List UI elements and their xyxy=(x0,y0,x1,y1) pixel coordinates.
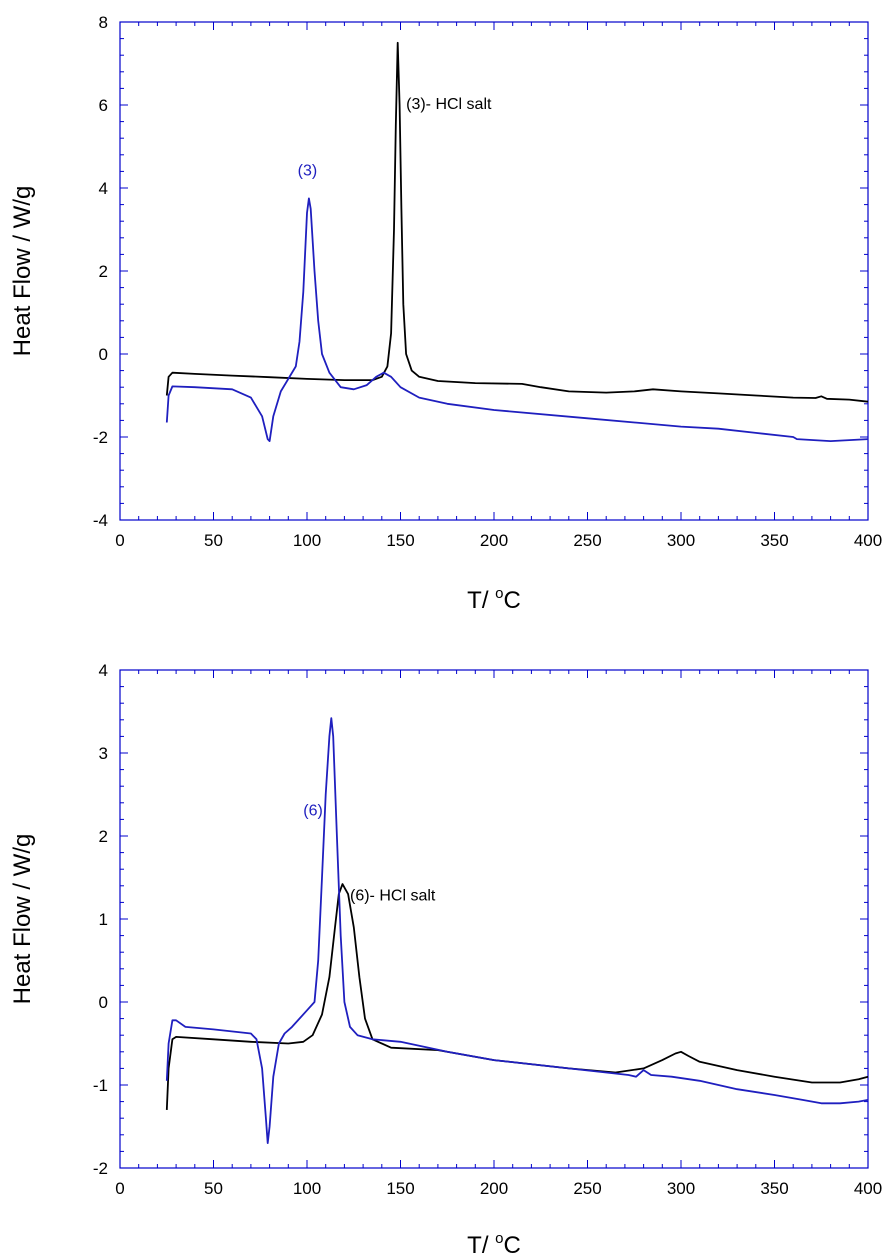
x-tick-label: 350 xyxy=(760,1179,788,1198)
series-annotation: (6)- HCl salt xyxy=(350,888,436,905)
x-tick-label: 400 xyxy=(854,531,882,550)
x-tick-label: 400 xyxy=(854,1179,882,1198)
x-tick-label: 300 xyxy=(667,1179,695,1198)
x-axis-title: T/ oC xyxy=(467,1230,521,1259)
y-tick-label: -1 xyxy=(93,1076,108,1095)
y-tick-label: 2 xyxy=(99,262,108,281)
y-tick-label: 0 xyxy=(99,993,108,1012)
y-tick-label: 2 xyxy=(99,827,108,846)
x-tick-label: 200 xyxy=(480,531,508,550)
series-annotation: (3) xyxy=(298,163,318,180)
y-tick-label: -2 xyxy=(93,428,108,447)
y-tick-label: 1 xyxy=(99,910,108,929)
y-tick-label: 8 xyxy=(99,13,108,32)
plot-frame xyxy=(119,21,869,521)
plot-frame xyxy=(119,669,869,1169)
x-tick-label: 100 xyxy=(293,531,321,550)
chart-panel-bottom: 0 50 100 150 200 250 300 350 400 -2 -1 0 1 2 3 4 Heat Fl… xyxy=(9,661,882,1259)
x-tick-label: 100 xyxy=(293,1179,321,1198)
series-annotation: (6) xyxy=(303,802,323,819)
x-tick-label: 50 xyxy=(204,531,223,550)
x-tick-label: 250 xyxy=(573,531,601,550)
x-tick-label: 150 xyxy=(386,1179,414,1198)
chart-panel-top: 0 50 100 150 200 250 300 350 400 -4 -2 0 2 4 6 8 Heat Fl… xyxy=(9,13,882,614)
x-tick-label: 200 xyxy=(480,1179,508,1198)
x-axis-title: T/ oC xyxy=(467,585,521,614)
y-axis-title: Heat Flow / W/g xyxy=(9,186,36,357)
series-line xyxy=(165,717,869,1144)
x-tick-label: 150 xyxy=(386,531,414,550)
series-line xyxy=(165,197,869,442)
series-line xyxy=(165,41,869,403)
y-tick-label: -4 xyxy=(93,511,108,530)
x-tick-label: 0 xyxy=(115,531,124,550)
y-tick-label: -2 xyxy=(93,1159,108,1178)
y-axis-title: Heat Flow / W/g xyxy=(9,834,36,1005)
series-annotation: (3)- HCl salt xyxy=(406,96,492,113)
y-tick-label: 4 xyxy=(99,661,108,680)
y-tick-label: 3 xyxy=(99,744,108,763)
x-tick-label: 300 xyxy=(667,531,695,550)
y-tick-label: 6 xyxy=(99,96,108,115)
y-tick-label: 4 xyxy=(99,179,108,198)
x-tick-label: 250 xyxy=(573,1179,601,1198)
x-tick-label: 50 xyxy=(204,1179,223,1198)
x-tick-label: 0 xyxy=(115,1179,124,1198)
x-tick-label: 350 xyxy=(760,531,788,550)
y-tick-label: 0 xyxy=(99,345,108,364)
series-line xyxy=(165,883,869,1110)
